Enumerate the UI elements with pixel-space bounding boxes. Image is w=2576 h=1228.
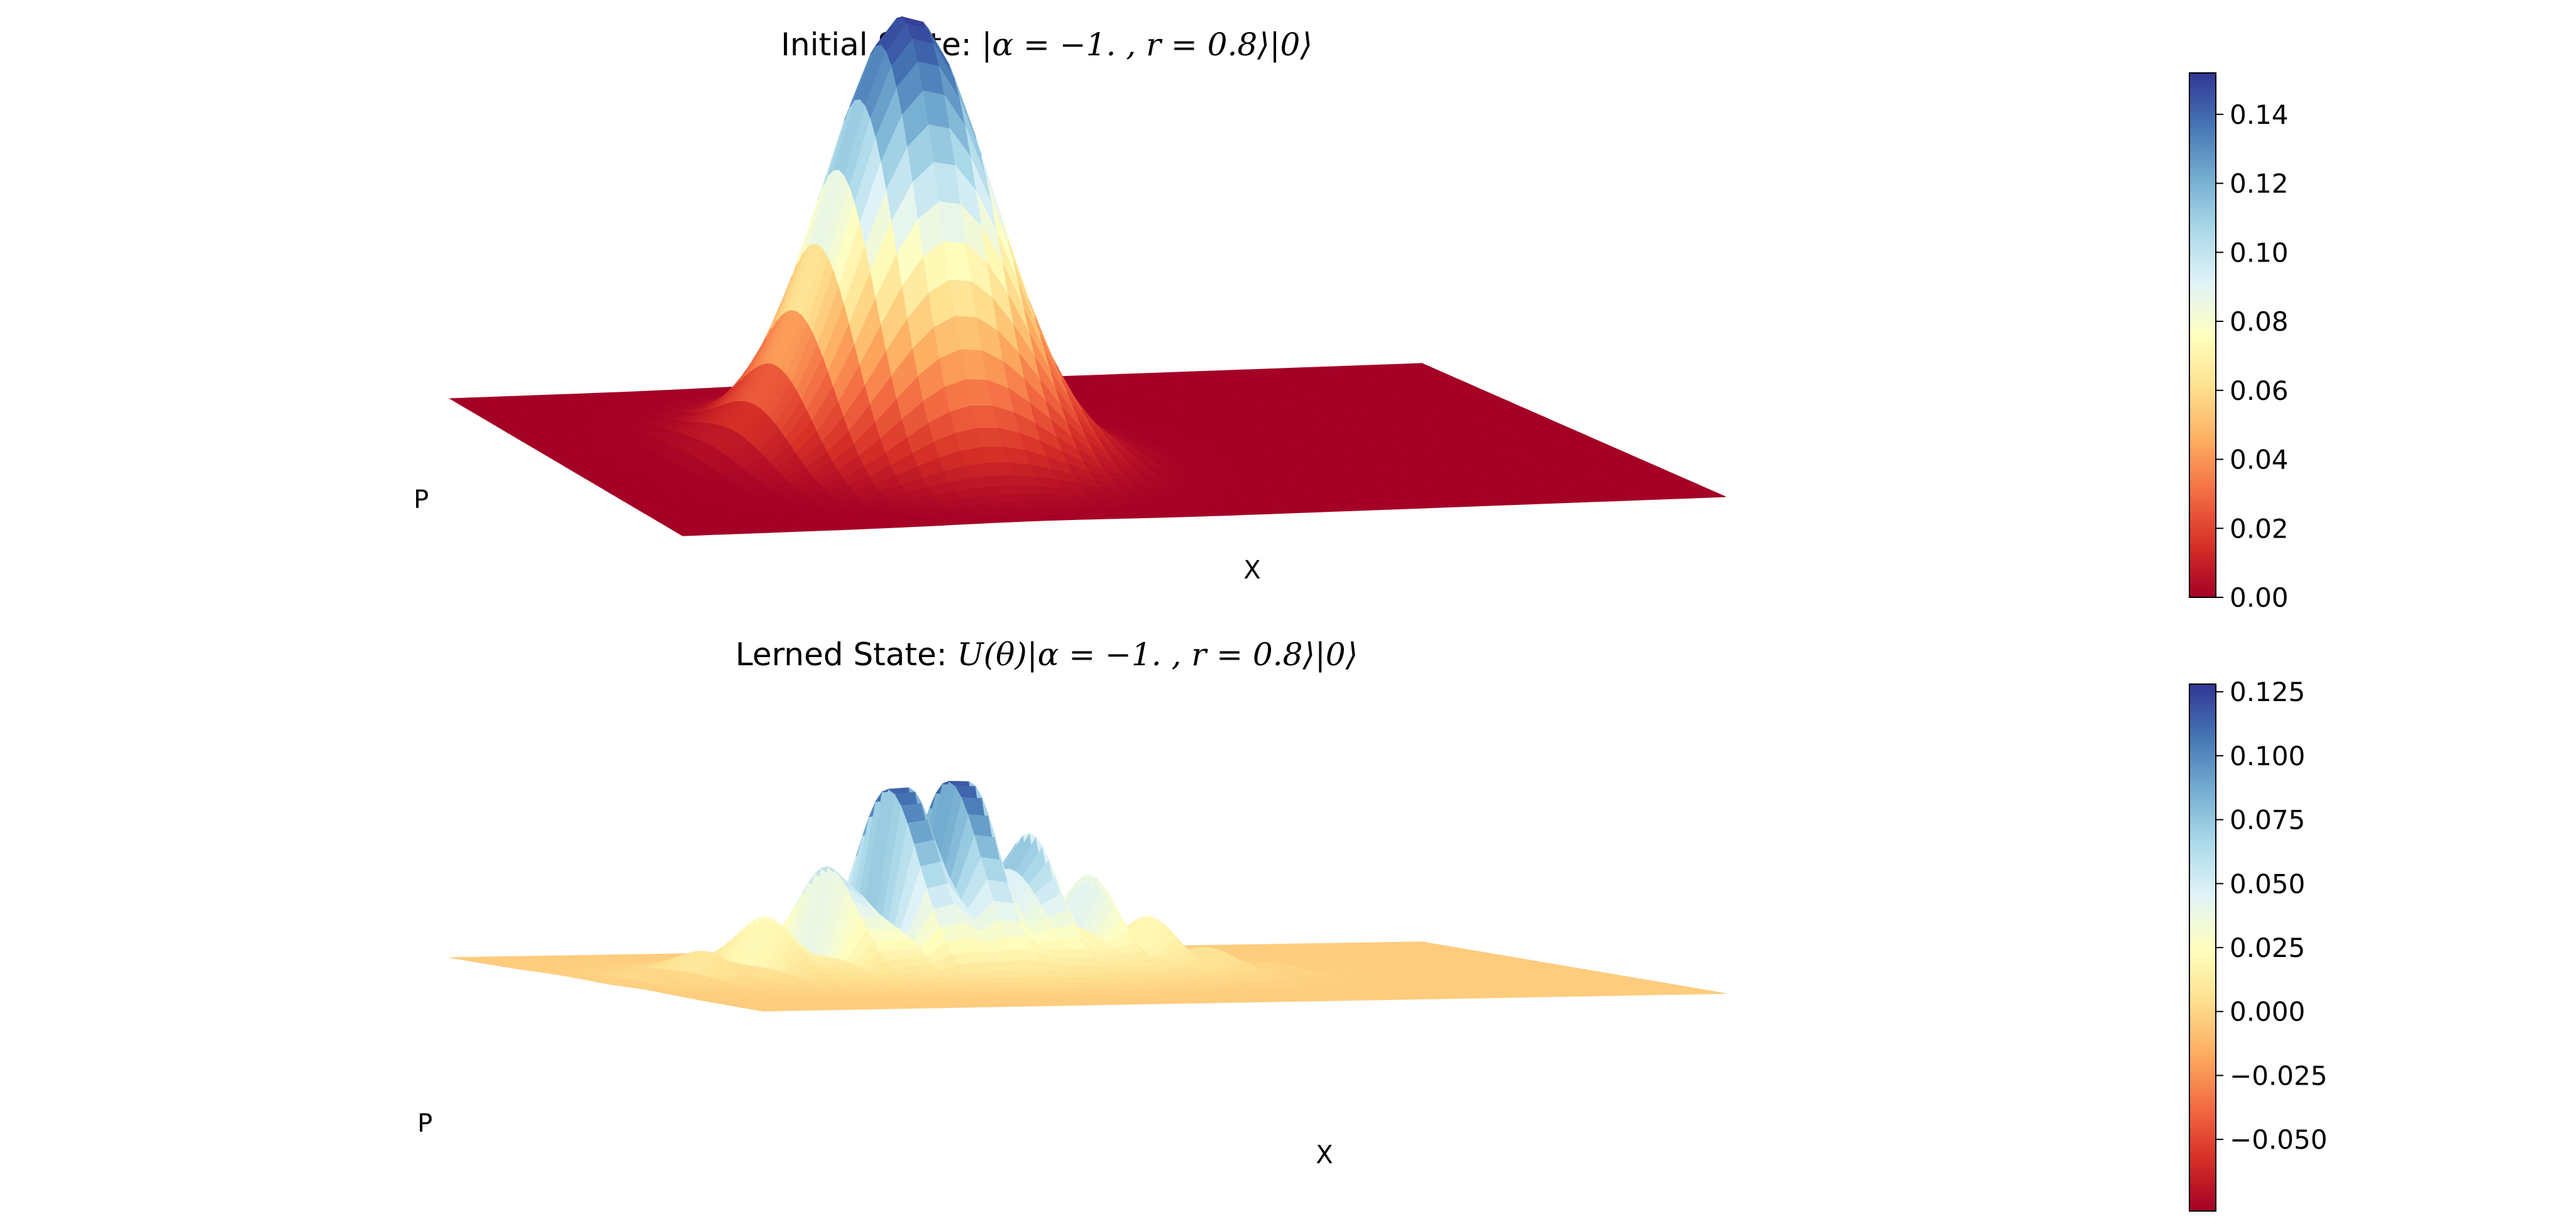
colorbar-tick-label: −0.050 <box>2230 1124 2327 1155</box>
colorbar-tick-label: 0.04 <box>2230 445 2289 475</box>
colorbar-gradient <box>2189 72 2216 598</box>
surface-patch <box>1698 992 1726 995</box>
colorbar-tick-label: 0.00 <box>2230 582 2289 613</box>
colorbar-gradient <box>2189 683 2216 1212</box>
colorbar-tick-label: 0.025 <box>2230 932 2305 963</box>
colorbar-tick-label: 0.10 <box>2230 237 2289 268</box>
colorbar-tick-label: −0.025 <box>2230 1060 2327 1091</box>
surface-plot <box>449 780 1726 1012</box>
chart-title: Lerned State: U(θ)|α = −1. , r = 0.8⟩|0⟩ <box>735 636 1358 673</box>
colorbar-tick-label: 0.06 <box>2230 375 2289 406</box>
colorbar-tick-label: 0.100 <box>2230 741 2305 772</box>
colorbar: 0.00 0.02 0.04 0.06 0.08 0.10 0.12 0.14 <box>2189 72 2289 613</box>
panel-learned-state: Lerned State: U(θ)|α = −1. , r = 0.8⟩|0⟩… <box>417 636 2327 1212</box>
colorbar-ticks: −0.050 −0.025 0.000 0.025 0.050 0.075 0.100 0.1… <box>2216 677 2327 1155</box>
colorbar-tick-label: 0.000 <box>2230 997 2305 1027</box>
surface-patch <box>1697 493 1726 498</box>
colorbar-tick-label: 0.075 <box>2230 805 2305 836</box>
y-axis-label: P <box>414 485 429 514</box>
colorbar: −0.050 −0.025 0.000 0.025 0.050 0.075 0.100 0.1… <box>2189 677 2327 1212</box>
colorbar-tick-label: 0.050 <box>2230 868 2305 899</box>
panel-initial-state: Initial State: |α = −1. , r = 0.8⟩|0⟩ X … <box>414 16 2289 613</box>
x-axis-label: X <box>1316 1141 1333 1170</box>
colorbar-tick-label: 0.14 <box>2230 99 2289 130</box>
colorbar-tick-label: 0.125 <box>2230 677 2305 707</box>
colorbar-tick-label: 0.08 <box>2230 306 2289 337</box>
colorbar-ticks: 0.00 0.02 0.04 0.06 0.08 0.10 0.12 0.14 <box>2216 99 2289 613</box>
colorbar-tick-label: 0.02 <box>2230 513 2289 544</box>
x-axis-label: X <box>1243 556 1260 585</box>
y-axis-label: P <box>417 1109 432 1138</box>
surface-plot <box>448 16 1726 536</box>
colorbar-tick-label: 0.12 <box>2230 169 2289 199</box>
chart-title: Initial State: |α = −1. , r = 0.8⟩|0⟩ <box>781 26 1313 63</box>
